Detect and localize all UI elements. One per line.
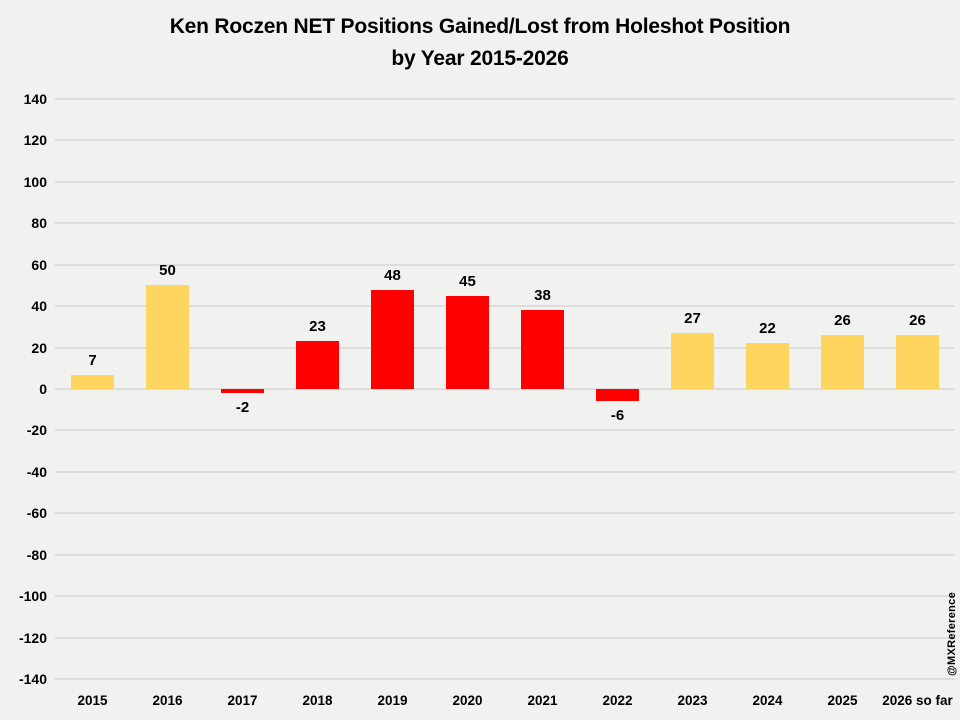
x-tick-2017: 2017: [227, 693, 258, 708]
value-label-2022: -6: [610, 407, 625, 425]
y-tick--140: -140: [18, 671, 47, 687]
watermark: @MXReference: [946, 591, 958, 676]
y-tick--20: -20: [26, 422, 47, 439]
bar-2022: [596, 389, 639, 402]
x-axis-labels: 2015 2016 2017 2018 2019 2020 2021 2022 2023 2024…: [0, 691, 960, 715]
chart-title: Ken Roczen NET Positions Gained/Lost fro…: [0, 11, 960, 75]
bar-2019: [371, 289, 414, 389]
x-tick-2015: 2015: [77, 693, 108, 708]
gridline--20: [55, 429, 955, 432]
value-label-2018: 23: [309, 318, 326, 336]
x-tick-2019: 2019: [377, 693, 408, 708]
x-tick-2021: 2021: [527, 693, 558, 708]
gridline--120: [55, 636, 955, 639]
bar-2021: [521, 310, 564, 389]
gridline--60: [55, 512, 955, 515]
bar-2026 so far: [896, 335, 939, 389]
gridline-140: [55, 98, 955, 100]
gridline-80: [55, 222, 955, 225]
gridline-20: [55, 346, 955, 349]
value-label-2023: 27: [684, 310, 701, 328]
value-label-2021: 38: [534, 287, 551, 305]
y-tick-120: 120: [23, 132, 47, 149]
y-tick-40: 40: [31, 298, 47, 315]
value-label-2016: 50: [159, 262, 176, 280]
value-label-2017: -2: [235, 399, 250, 417]
y-tick--80: -80: [26, 546, 47, 563]
y-axis-labels: 140 120 100 80 60 40 20 0 -20 -40 -60 -80 -100 -120 -1…: [0, 0, 47, 720]
gridline--40: [55, 470, 955, 473]
x-tick-2025: 2025: [827, 693, 858, 708]
x-tick-2023: 2023: [677, 693, 708, 708]
gridline--140: [55, 678, 955, 680]
y-tick--40: -40: [26, 463, 47, 480]
gridline-120: [55, 139, 955, 142]
gridline-60: [55, 263, 955, 266]
bar-2020: [446, 295, 489, 389]
y-tick-0: 0: [39, 381, 47, 397]
x-tick-2016: 2016: [152, 693, 183, 708]
bar-2018: [296, 341, 339, 389]
y-tick--100: -100: [18, 588, 47, 605]
chart-title-line1: Ken Roczen NET Positions Gained/Lost fro…: [169, 15, 791, 38]
value-label-2015: 7: [88, 351, 97, 369]
bar-2017: [221, 389, 264, 394]
bar-2024: [746, 343, 789, 389]
bar-2016: [146, 285, 189, 389]
x-tick-2020: 2020: [452, 693, 483, 708]
y-tick-100: 100: [23, 173, 47, 190]
y-tick-140: 140: [23, 91, 47, 107]
x-tick-2018: 2018: [302, 693, 333, 708]
value-label-2020: 45: [459, 272, 476, 290]
value-label-2026 so far: 26: [909, 312, 926, 330]
plot-area: 7 50 -2 23 48 45 38 -6 27 22 26 26: [55, 98, 955, 680]
x-tick-2022: 2022: [602, 693, 633, 708]
y-tick-60: 60: [31, 256, 47, 273]
y-tick--60: -60: [26, 505, 47, 522]
gridline-40: [55, 305, 955, 308]
y-tick--120: -120: [18, 629, 47, 646]
value-label-2025: 26: [834, 312, 851, 330]
x-tick-2026 so far: 2026 so far: [882, 693, 953, 708]
gridline--100: [55, 595, 955, 598]
value-label-2024: 22: [759, 320, 776, 338]
bar-2023: [671, 333, 714, 389]
value-label-2019: 48: [384, 266, 401, 284]
gridline-0: [55, 388, 955, 390]
gridline-100: [55, 180, 955, 183]
y-tick-20: 20: [31, 339, 47, 356]
chart-title-line2: by Year 2015-2026: [391, 47, 569, 70]
y-tick-80: 80: [31, 215, 47, 232]
bar-2015: [71, 374, 114, 389]
gridline--80: [55, 553, 955, 556]
x-tick-2024: 2024: [752, 693, 783, 708]
bar-2025: [821, 335, 864, 389]
